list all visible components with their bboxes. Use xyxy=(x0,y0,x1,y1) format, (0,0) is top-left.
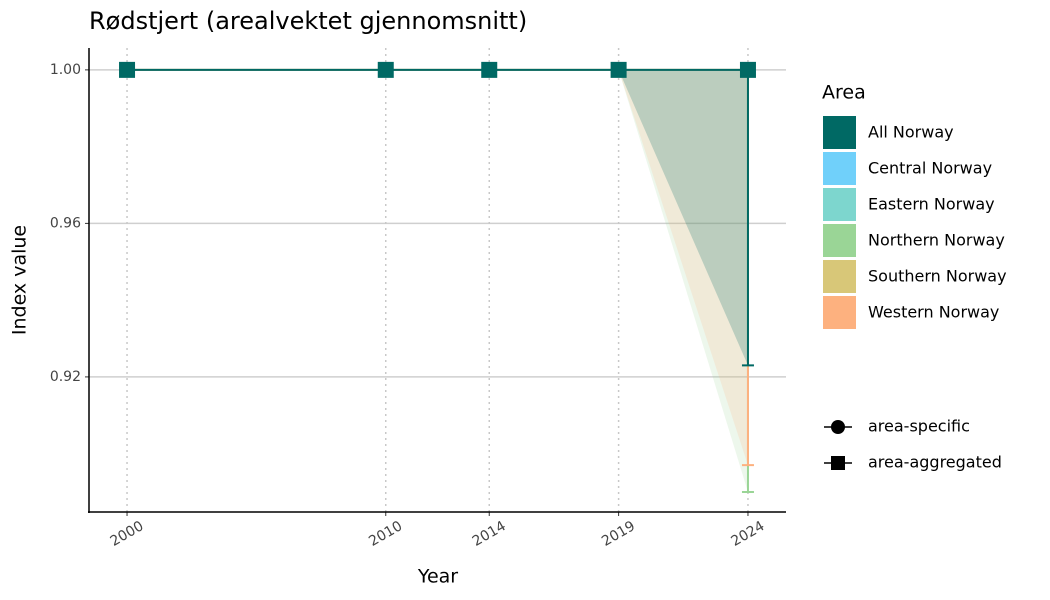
ribbon xyxy=(127,69,748,466)
y-tick-label: 0.96 xyxy=(50,215,81,231)
legend-key xyxy=(823,260,856,293)
x-tick-label: 2024 xyxy=(729,518,768,550)
legend-key xyxy=(823,152,856,185)
legend-label: Northern Norway xyxy=(868,231,1005,250)
legend-label: All Norway xyxy=(868,123,954,142)
y-tick-label: 0.92 xyxy=(50,369,81,385)
y-axis-title: Index value xyxy=(9,225,31,335)
point xyxy=(119,61,136,78)
legend-key xyxy=(823,224,856,257)
legend-key xyxy=(823,188,856,221)
legend-label: Western Norway xyxy=(868,303,999,322)
legend-label: area-specific xyxy=(868,417,970,436)
y-tick-label: 1.00 xyxy=(50,62,81,78)
point xyxy=(377,61,394,78)
legend-label: area-aggregated xyxy=(868,453,1002,472)
legend-label: Eastern Norway xyxy=(868,195,995,214)
legend-key xyxy=(823,116,856,149)
point xyxy=(739,61,756,78)
ribbon xyxy=(127,69,748,366)
point xyxy=(481,61,498,78)
chart-title: Rødstjert (arealvektet gjennomsnitt) xyxy=(89,7,527,35)
legend-shape xyxy=(831,420,845,434)
x-tick-label: 2000 xyxy=(108,518,147,550)
x-axis-title: Year xyxy=(417,566,458,588)
legend-label: Southern Norway xyxy=(868,267,1007,286)
point xyxy=(610,61,627,78)
x-tick-label: 2019 xyxy=(599,518,638,550)
legend-shape xyxy=(831,456,845,470)
ribbon xyxy=(127,69,748,493)
x-tick-label: 2014 xyxy=(470,518,509,550)
x-tick-label: 2010 xyxy=(366,518,405,550)
legend-label: Central Norway xyxy=(868,159,992,178)
legend-key xyxy=(823,296,856,329)
legend-title: Area xyxy=(822,82,866,104)
